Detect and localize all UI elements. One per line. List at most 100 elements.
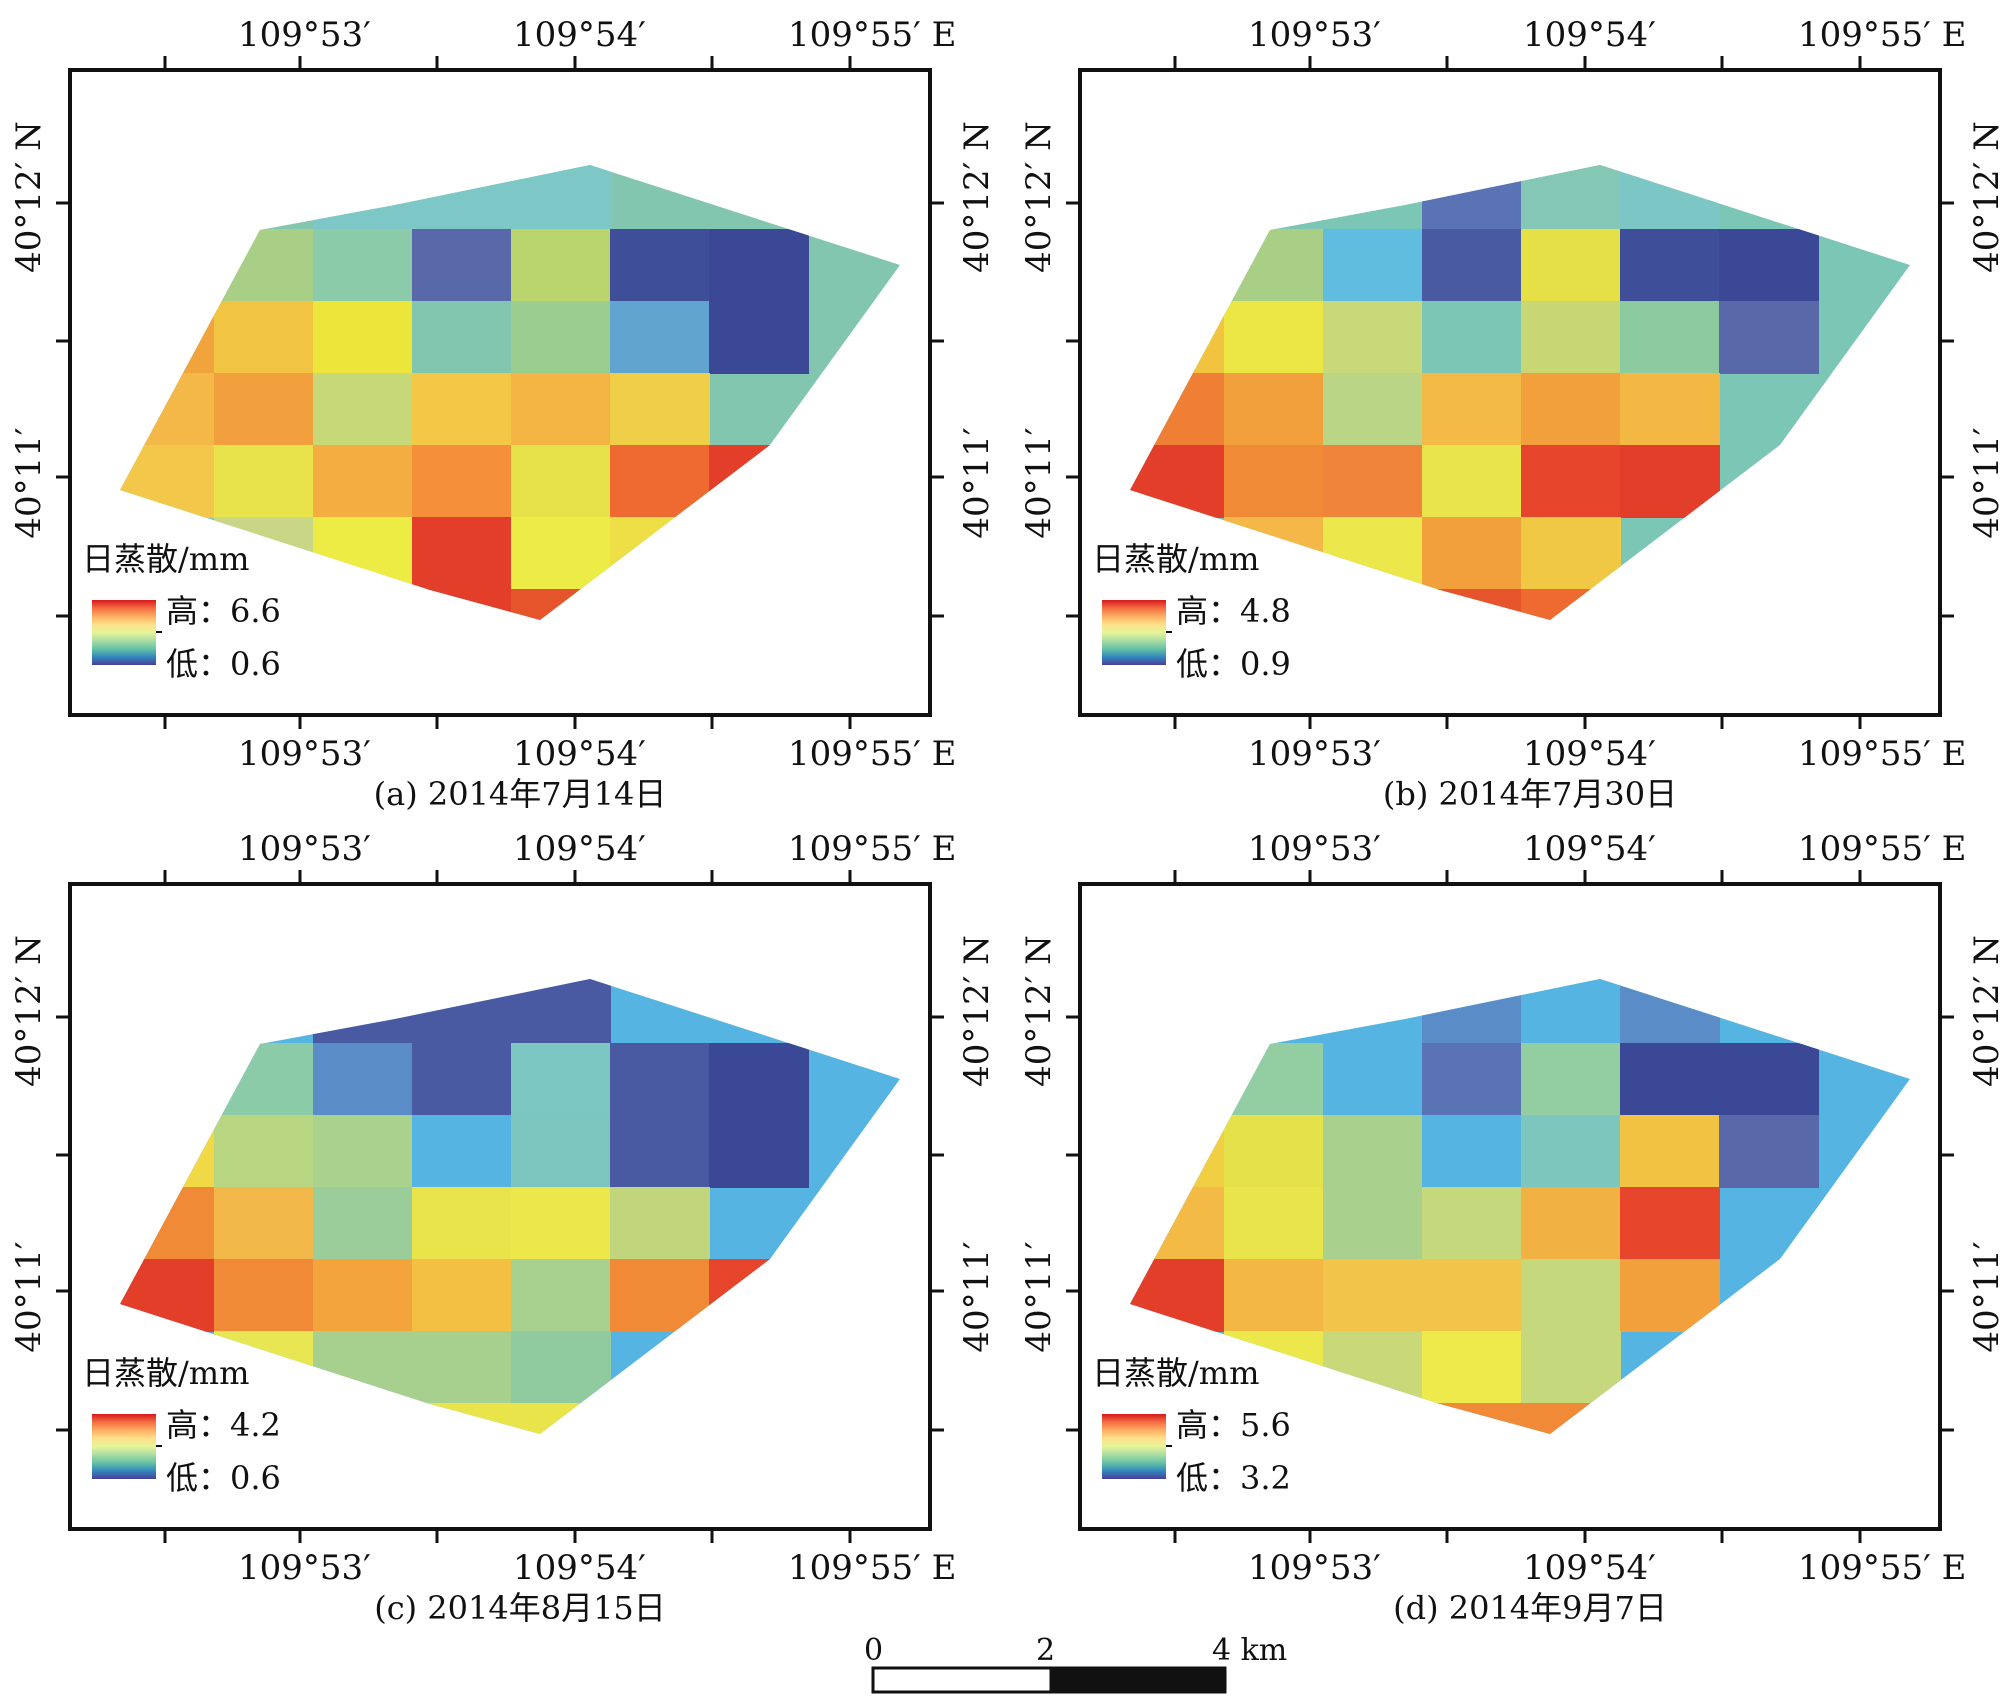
raster-cell bbox=[1620, 229, 1720, 302]
raster-cell bbox=[1224, 1187, 1324, 1260]
raster-cell bbox=[120, 445, 215, 518]
raster-cell bbox=[412, 301, 512, 374]
raster-cell bbox=[412, 445, 512, 518]
raster-cell bbox=[1130, 1043, 1225, 1116]
raster-cell bbox=[1521, 1115, 1621, 1188]
y-tick-label-right: 40°11′ bbox=[957, 427, 997, 538]
raster-cell bbox=[511, 1043, 611, 1116]
raster-cell bbox=[412, 229, 512, 302]
x-tick-label-top: 109°53′ bbox=[1248, 829, 1381, 869]
raster-cell bbox=[511, 165, 611, 230]
x-tick-label-bottom: 109°55′ E bbox=[1798, 734, 1967, 774]
raster-cell bbox=[1521, 589, 1621, 620]
x-tick-label-top: 109°54′ bbox=[1523, 15, 1656, 55]
raster-cell bbox=[412, 165, 512, 230]
raster-cell bbox=[1323, 1331, 1423, 1404]
raster-cell bbox=[1521, 979, 1621, 1044]
raster-cell bbox=[709, 229, 809, 302]
raster-cell bbox=[214, 373, 314, 446]
raster-cell bbox=[511, 589, 611, 620]
raster-cell bbox=[511, 1187, 611, 1260]
raster-cell bbox=[1521, 1259, 1621, 1332]
raster-cell bbox=[412, 517, 512, 590]
raster-cell bbox=[1719, 1115, 1819, 1188]
raster-cell bbox=[313, 1259, 413, 1332]
legend-color-ramp bbox=[1102, 1414, 1166, 1479]
raster-cell bbox=[120, 373, 215, 446]
map-panel-c: 109°53′ 109°53′ 109°54′ 109°54′ 109°55′ E 109… bbox=[9, 829, 997, 1627]
map-panel-b: 109°53′ 109°53′ 109°54′ 109°54′ 109°55′ E 109… bbox=[1019, 15, 2007, 813]
legend-title: 日蒸散/mm bbox=[1092, 1354, 1259, 1392]
raster-cell bbox=[610, 301, 710, 374]
y-tick-label-right: 40°12′ N bbox=[957, 121, 997, 273]
x-tick-label-bottom: 109°55′ E bbox=[788, 1548, 957, 1588]
raster-cell bbox=[1130, 301, 1225, 374]
raster-cell bbox=[313, 165, 413, 230]
raster-cell bbox=[1130, 1259, 1225, 1332]
x-tick-label-top: 109°55′ E bbox=[1798, 829, 1967, 869]
x-tick-label-bottom: 109°54′ bbox=[1523, 734, 1656, 774]
raster-cell bbox=[1323, 1115, 1423, 1188]
raster-cell bbox=[412, 1043, 512, 1116]
raster-cell bbox=[1224, 1259, 1324, 1332]
raster-cell bbox=[1323, 445, 1423, 518]
raster-cell bbox=[120, 229, 215, 302]
raster-cell bbox=[1422, 1115, 1522, 1188]
raster-cell bbox=[1422, 445, 1522, 518]
x-tick-label-bottom: 109°53′ bbox=[1248, 734, 1381, 774]
raster-cell bbox=[214, 1259, 314, 1332]
raster-cell bbox=[610, 1043, 710, 1116]
legend-color-ramp bbox=[92, 1414, 156, 1479]
legend: 日蒸散/mm 高：4.8 低：0.9 bbox=[1092, 540, 1291, 683]
legend-low-label: 低：0.6 bbox=[166, 1459, 281, 1497]
x-tick-label-top: 109°53′ bbox=[1248, 15, 1381, 55]
x-tick-label-top: 109°54′ bbox=[513, 15, 646, 55]
raster-cell bbox=[1620, 373, 1720, 446]
x-tick-label-bottom: 109°55′ E bbox=[1798, 1548, 1967, 1588]
legend-title: 日蒸散/mm bbox=[82, 1354, 249, 1392]
y-tick-label-right: 40°12′ N bbox=[957, 935, 997, 1087]
y-tick-label-left: 40°11′ bbox=[1019, 427, 1059, 538]
raster-cell bbox=[610, 373, 710, 446]
raster-cell bbox=[709, 1115, 809, 1188]
raster-cell bbox=[1422, 301, 1522, 374]
x-tick-label-top: 109°55′ E bbox=[1798, 15, 1967, 55]
raster-cell bbox=[120, 301, 215, 374]
raster-cell bbox=[610, 1187, 710, 1260]
raster-cell bbox=[313, 445, 413, 518]
x-tick-label-top: 109°53′ bbox=[238, 15, 371, 55]
legend: 日蒸散/mm 高：5.6 低：3.2 bbox=[1092, 1354, 1291, 1497]
raster-cell bbox=[313, 517, 413, 590]
map-ticks bbox=[56, 870, 944, 1543]
legend-high-label: 高：4.8 bbox=[1176, 592, 1291, 630]
legend: 日蒸散/mm 高：4.2 低：0.6 bbox=[82, 1354, 281, 1497]
raster-cell bbox=[1521, 1331, 1621, 1404]
map-frame bbox=[68, 882, 932, 1531]
map-ticks bbox=[1066, 870, 1954, 1543]
map-frame bbox=[68, 68, 932, 717]
x-tick-label-bottom: 109°54′ bbox=[1523, 1548, 1656, 1588]
raster-cell bbox=[1323, 1187, 1423, 1260]
map-ticks bbox=[1066, 56, 1954, 729]
scale-bar-label-4km: 4 km bbox=[1212, 1633, 1287, 1668]
raster-cell bbox=[709, 301, 809, 374]
raster-cell bbox=[1620, 1187, 1720, 1260]
raster-cell bbox=[1620, 165, 1720, 230]
legend-color-ramp bbox=[1102, 600, 1166, 665]
raster-cell bbox=[1719, 1043, 1819, 1116]
raster-cell bbox=[511, 517, 611, 590]
x-tick-label-bottom: 109°55′ E bbox=[788, 734, 957, 774]
y-tick-label-right: 40°12′ N bbox=[1967, 935, 2007, 1087]
legend-low-label: 低：0.6 bbox=[166, 645, 281, 683]
y-tick-label-left: 40°12′ N bbox=[9, 121, 49, 273]
raster-cell bbox=[313, 373, 413, 446]
raster-cell bbox=[1422, 373, 1522, 446]
raster-cell bbox=[511, 1331, 611, 1404]
x-tick-label-top: 109°54′ bbox=[513, 829, 646, 869]
raster-cell bbox=[511, 373, 611, 446]
raster-cell bbox=[1130, 1187, 1225, 1260]
raster-cell bbox=[313, 979, 413, 1044]
raster-cell bbox=[1422, 979, 1522, 1044]
raster-cell bbox=[511, 1115, 611, 1188]
raster-cell bbox=[1521, 1187, 1621, 1260]
